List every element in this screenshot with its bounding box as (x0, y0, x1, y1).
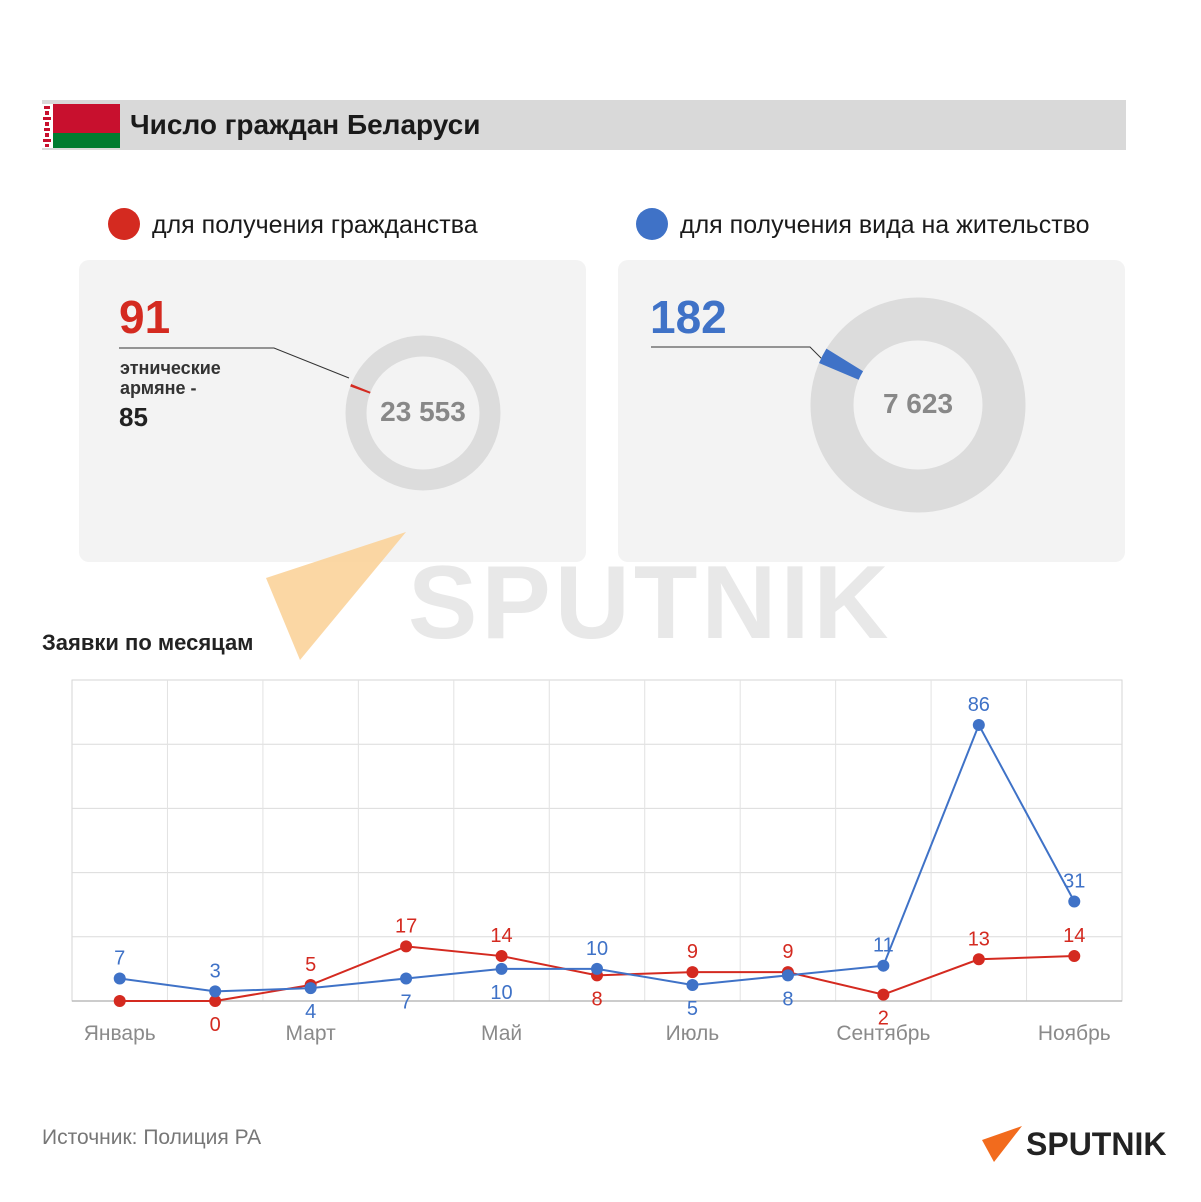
data-point-citizenship (1068, 950, 1081, 963)
citizenship-total: 23 553 (380, 396, 466, 427)
data-point-citizenship (113, 995, 126, 1007)
data-label-citizenship: 14 (1063, 925, 1085, 947)
source-note: Источник: Полиция РА (42, 1126, 262, 1149)
data-point-residence (686, 978, 699, 991)
sputnik-watermark-arrow-icon (266, 532, 406, 660)
citizenship-donut (119, 335, 501, 491)
citizenship-value: 91 (119, 291, 171, 343)
x-tick-label: Январь (84, 1022, 156, 1045)
data-label-residence: 86 (968, 694, 990, 716)
data-label-residence: 7 (401, 992, 412, 1014)
data-label-citizenship: 9 (687, 941, 698, 963)
citizenship-card: 91 этнические армяне - 85 23 553 (79, 260, 586, 562)
data-label-citizenship: 5 (305, 954, 316, 976)
data-label-citizenship: 8 (591, 988, 602, 1010)
residence-donut (651, 297, 1026, 513)
data-label-residence: 10 (490, 982, 512, 1004)
title-bar: Число граждан Беларуси (42, 100, 1126, 150)
sputnik-logo: SPUTNIK (980, 1124, 1167, 1164)
x-tick-label: Сентябрь (836, 1022, 930, 1045)
data-label-citizenship: 2 (878, 1008, 889, 1030)
donut-ring (810, 297, 1026, 513)
residence-value: 182 (650, 291, 727, 343)
data-point-residence (209, 985, 222, 998)
sputnik-watermark: SPUTNIK (260, 530, 950, 670)
legend-label-residence: для получения вида на жительство (680, 211, 1090, 239)
data-point-residence (400, 972, 413, 985)
data-point-residence (972, 718, 985, 731)
data-label-residence: 7 (114, 948, 125, 970)
data-point-residence (113, 972, 126, 985)
data-label-residence: 31 (1063, 870, 1085, 892)
data-label-citizenship: 13 (968, 928, 990, 950)
data-label-citizenship: 14 (490, 925, 512, 947)
belarus-flag-icon (42, 104, 120, 148)
data-point-residence (877, 959, 890, 972)
donut-share-arc (350, 383, 371, 394)
data-label-residence: 11 (873, 935, 894, 957)
data-label-residence: 8 (782, 988, 793, 1010)
data-label-citizenship: 0 (210, 1014, 221, 1036)
data-point-citizenship (686, 966, 699, 979)
data-point-residence (781, 969, 794, 982)
watermark-text: SPUTNIK (408, 545, 893, 661)
x-tick-label: Июль (666, 1022, 720, 1045)
citizenship-note: этнические армяне - (120, 358, 221, 398)
callout-line (119, 347, 350, 379)
data-point-residence (304, 982, 317, 995)
x-tick-label: Май (481, 1022, 522, 1045)
page-title: Число граждан Беларуси (130, 109, 481, 140)
data-label-residence: 5 (687, 998, 698, 1020)
data-point-citizenship (209, 995, 222, 1007)
donut-ring (345, 335, 501, 491)
data-point-residence (1068, 895, 1081, 908)
residence-card: 182 7 623 (618, 260, 1125, 562)
data-point-citizenship (877, 988, 890, 1001)
data-point-citizenship (495, 950, 508, 963)
data-point-residence (495, 962, 508, 975)
x-tick-label: Март (286, 1022, 337, 1045)
data-point-citizenship (400, 940, 413, 953)
data-label-residence: 3 (210, 960, 221, 982)
callout-line (651, 346, 826, 363)
data-label-residence: 4 (305, 1001, 316, 1023)
legend-label-citizenship: для получения гражданства (152, 211, 478, 239)
logo-text: SPUTNIK (1026, 1126, 1167, 1162)
chart-section-title: Заявки по месяцам (42, 630, 254, 655)
legend-dot-blue (636, 208, 668, 240)
donut-share-arc (819, 348, 864, 381)
data-label-citizenship: 9 (782, 941, 793, 963)
residence-total: 7 623 (882, 388, 954, 419)
data-point-residence (591, 962, 603, 975)
data-label-residence: 10 (586, 938, 608, 960)
legend-dot-red (108, 208, 140, 240)
data-point-citizenship (972, 953, 985, 966)
data-label-citizenship: 17 (395, 915, 417, 937)
citizenship-note-value: 85 (119, 402, 148, 432)
sputnik-logo-arrow-icon (982, 1126, 1022, 1162)
x-tick-label: Ноябрь (1038, 1022, 1111, 1045)
